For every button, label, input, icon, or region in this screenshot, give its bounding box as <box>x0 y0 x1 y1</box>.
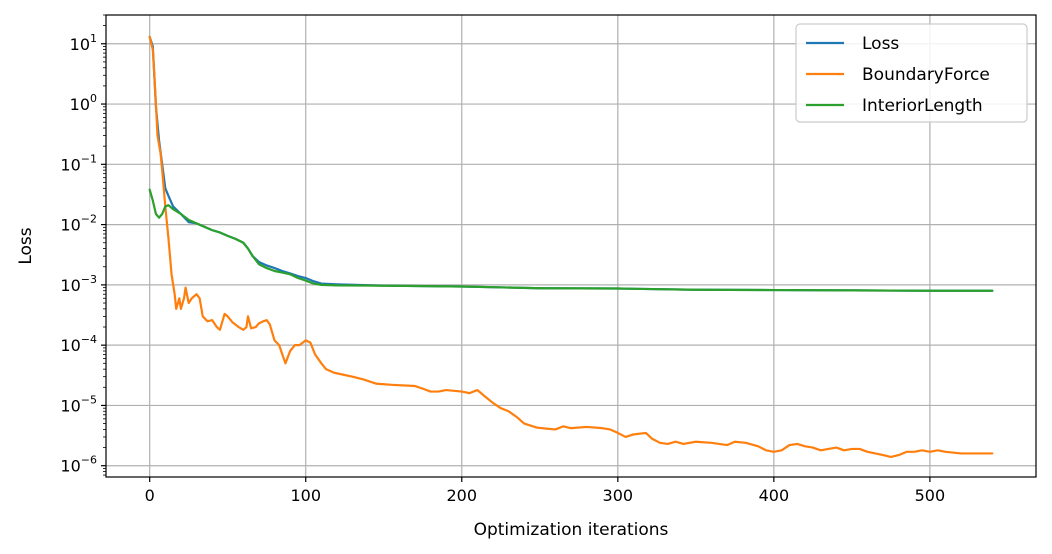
legend-box <box>795 23 1028 123</box>
series-line-boundaryforce <box>148 35 994 459</box>
y-tick-label: 100 <box>70 92 97 114</box>
y-axis-label: Loss <box>16 227 36 264</box>
x-tick-label: 100 <box>290 486 321 505</box>
x-axis-ticks: 0 100 200 300 400 500 <box>145 477 946 505</box>
y-tick-label: 101 <box>70 32 97 54</box>
series-lines <box>148 35 994 459</box>
legend-label: Loss <box>862 34 899 54</box>
y-tick-label: 10−1 <box>60 152 97 174</box>
x-tick-label: 200 <box>446 486 477 505</box>
plot-frame <box>105 14 1037 478</box>
y-axis-ticks: 10−6 10−5 10−4 10−3 10−2 10−1 100 101 <box>60 14 106 476</box>
legend: Loss BoundaryForce InteriorLength <box>795 23 1028 123</box>
y-tick-label: 10−2 <box>60 213 97 235</box>
legend-label: InteriorLength <box>862 96 983 116</box>
y-tick-label: 10−3 <box>60 273 97 295</box>
series-line-interiorlength <box>148 188 994 292</box>
legend-label: BoundaryForce <box>862 65 990 85</box>
x-axis-label: Optimization iterations <box>474 520 669 540</box>
y-tick-label: 10−5 <box>60 393 97 415</box>
x-tick-label: 500 <box>915 486 946 505</box>
y-tick-label: 10−4 <box>60 333 97 355</box>
x-tick-label: 400 <box>759 486 790 505</box>
x-tick-label: 300 <box>603 486 634 505</box>
x-tick-label: 0 <box>145 486 155 505</box>
y-tick-label: 10−6 <box>60 454 97 476</box>
